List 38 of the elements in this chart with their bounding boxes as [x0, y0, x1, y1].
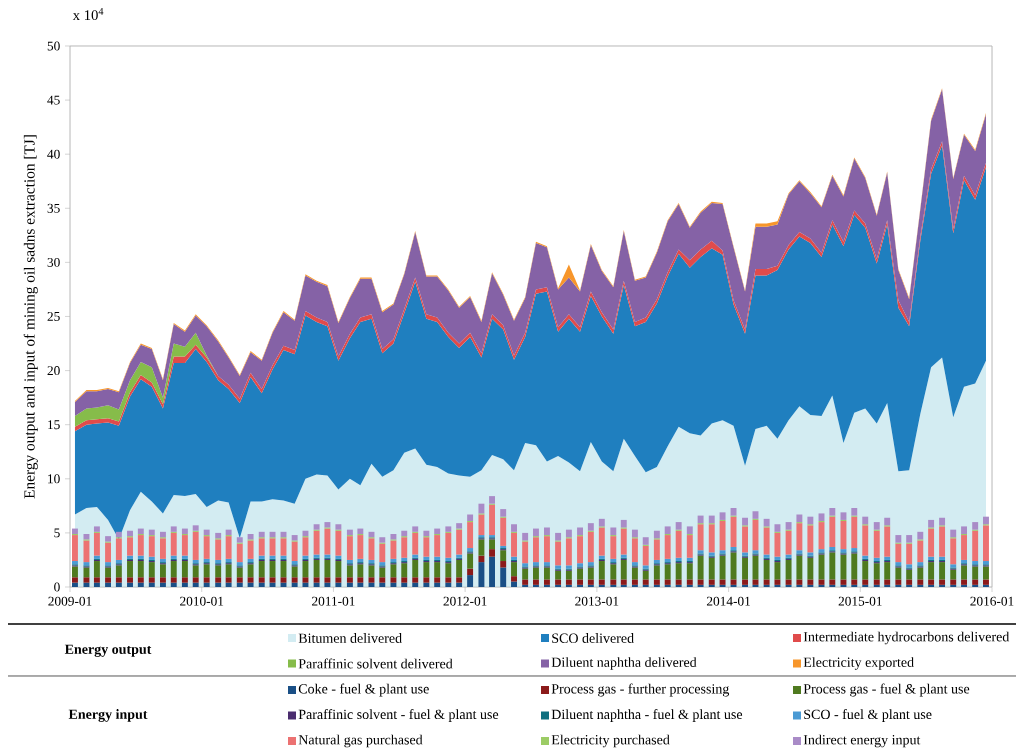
legend-label: Intermediate hydrocarbons delivered — [803, 631, 1010, 645]
x-tick-label: 2012-01 — [443, 596, 487, 606]
x-tick-label: 2011-01 — [312, 596, 355, 606]
y-tick-label: 25 — [47, 312, 60, 321]
y-tick-label: 30 — [47, 257, 60, 267]
legend-label: Process gas - fuel & plant use — [803, 683, 970, 697]
y-tick-label: 45 — [47, 95, 60, 105]
legend-title: Energy input — [68, 709, 148, 722]
text: x 10$^{4}$ — [72, 7, 104, 21]
legend-label: Coke - fuel & plant use — [298, 683, 429, 697]
legend-label: Natural gas purchased — [298, 734, 423, 748]
legend-label: Diluent naphtha delivered — [551, 657, 697, 670]
legend-label: Diluent naphtha - fuel & plant use — [551, 709, 743, 722]
legend-label: Bitumen delivered — [298, 633, 402, 643]
y-tick-label: 0 — [54, 582, 60, 592]
legend-label: Indirect energy input — [803, 734, 921, 748]
y-tick-label: 40 — [47, 149, 60, 159]
y-tick-label: 5 — [54, 528, 60, 538]
legend-label: Paraffinic solvent delivered — [298, 658, 453, 669]
y-tick-label: 10 — [48, 474, 60, 484]
legend-label: Electricity exported — [803, 657, 914, 670]
y-tick-label: 15 — [48, 420, 60, 430]
x-tick-label: 2015-01 — [838, 596, 882, 606]
legend-label: Process gas - further processing — [551, 683, 730, 697]
y-tick-label: 20 — [47, 366, 60, 376]
legend-label: SCO delivered — [552, 633, 634, 643]
x-tick-label: 2009-01 — [48, 596, 92, 606]
legend-label: SCO - fuel & plant use — [804, 709, 932, 722]
y-tick-label: 50 — [47, 41, 60, 51]
legend-label: Paraffinic solvent - fuel & plant use — [298, 709, 499, 722]
x-tick-label: 2016-01 — [970, 596, 1014, 606]
x-tick-label: 2010-01 — [180, 596, 224, 606]
x-tick-label: 2013-01 — [575, 596, 619, 606]
x-tick-label: 2014-01 — [706, 596, 751, 606]
legend-label: Electricity purchased — [551, 734, 670, 748]
y-tick-label: 35 — [47, 203, 60, 213]
legend-title: Energy output — [64, 644, 152, 657]
y-axis-title: Energy output and input of mining oil sadns extraction [TJ] — [23, 135, 38, 499]
